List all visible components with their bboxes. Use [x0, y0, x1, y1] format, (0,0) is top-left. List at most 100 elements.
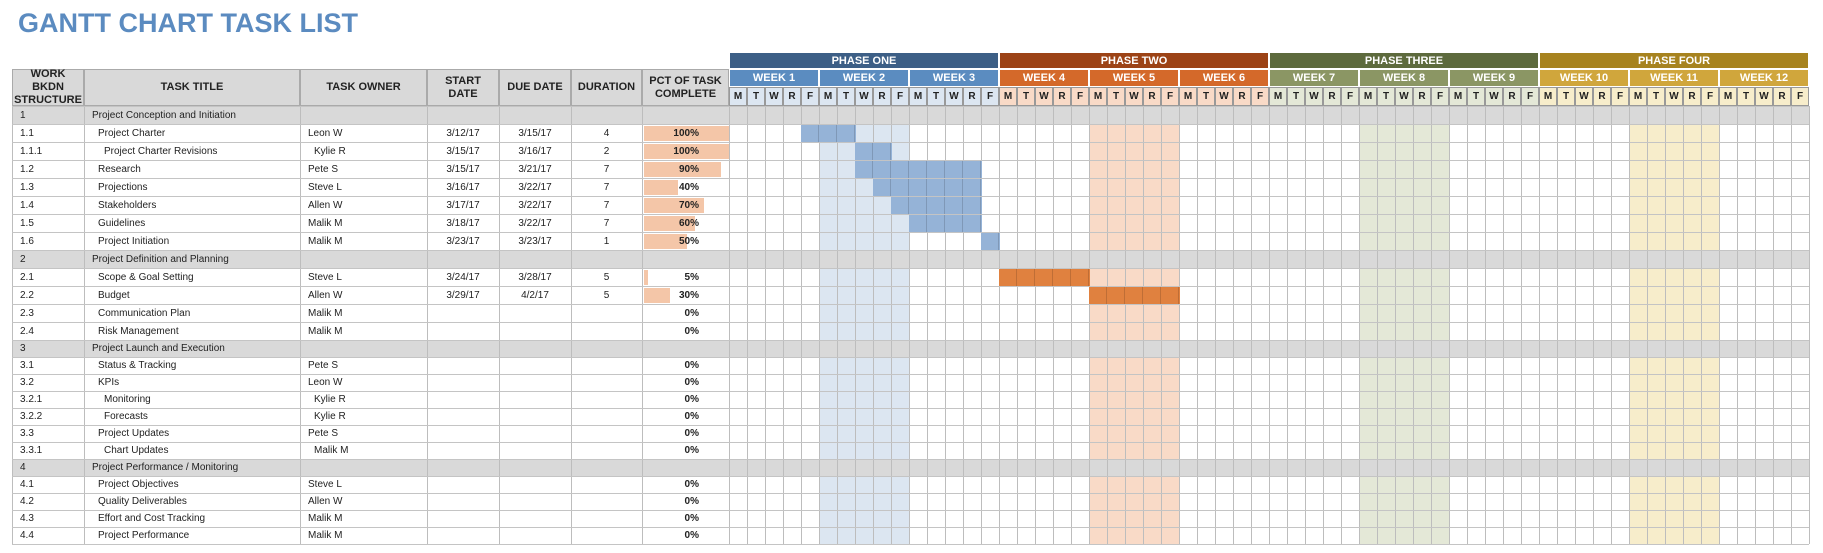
day-line: [1125, 106, 1126, 544]
day-header: W: [1035, 87, 1053, 106]
day-header: R: [1503, 87, 1521, 106]
start-cell: 3/29/17: [446, 289, 480, 301]
day-line: [1395, 106, 1396, 544]
day-header: W: [1755, 87, 1773, 106]
title-cell: Project Conception and Initiation: [92, 109, 236, 121]
day-header: R: [783, 87, 801, 106]
column-header: TASK OWNER: [300, 69, 427, 106]
day-line: [1503, 106, 1504, 544]
row-line: [12, 510, 1809, 511]
day-line: [819, 106, 820, 544]
pct-label: 0%: [684, 307, 699, 319]
wbs-cell: 1.6: [20, 235, 34, 247]
day-header: R: [1773, 87, 1791, 106]
day-line: [1197, 106, 1198, 544]
day-line: [837, 106, 838, 544]
title-cell: Scope & Goal Setting: [98, 271, 194, 283]
day-header: T: [1197, 87, 1215, 106]
day-line: [1377, 106, 1378, 544]
week-header: WEEK 9: [1449, 69, 1539, 87]
pct-bar: [644, 198, 704, 213]
row-line: [12, 425, 1809, 426]
owner-cell: Pete S: [308, 428, 339, 439]
title-cell: Risk Management: [98, 325, 179, 337]
day-line: [1449, 106, 1450, 544]
pct-bar: [644, 162, 721, 177]
title-cell: Stakeholders: [98, 199, 157, 211]
duration-cell: 7: [603, 217, 610, 229]
day-line: [909, 106, 910, 544]
day-line: [1107, 106, 1108, 544]
column-header: DURATION: [571, 69, 642, 106]
day-line: [927, 106, 928, 544]
row-line: [12, 459, 1809, 460]
day-line: [1539, 106, 1540, 544]
row-line: [12, 374, 1809, 375]
day-header: M: [1269, 87, 1287, 106]
pct-bar: [644, 216, 695, 231]
start-cell: 3/18/17: [446, 217, 480, 229]
row-line: [12, 476, 1809, 477]
day-line: [1179, 106, 1180, 544]
start-cell: 3/16/17: [446, 181, 480, 193]
column-line: [300, 106, 301, 544]
day-line: [801, 106, 802, 544]
title-cell: Project Charter Revisions: [104, 145, 218, 157]
day-line: [1431, 106, 1432, 544]
row-line: [12, 340, 1809, 341]
day-header: R: [873, 87, 891, 106]
day-line: [1701, 106, 1702, 544]
day-header: W: [1575, 87, 1593, 106]
pct-label: 0%: [684, 360, 699, 371]
day-line: [783, 106, 784, 544]
day-line: [1071, 106, 1072, 544]
day-line: [1269, 106, 1270, 544]
owner-cell: Leon W: [308, 377, 343, 388]
day-header: F: [1251, 87, 1269, 106]
day-header: W: [1305, 87, 1323, 106]
gantt-bar: [999, 269, 1090, 286]
week-header: WEEK 7: [1269, 69, 1359, 87]
wbs-cell: 2.1: [20, 271, 34, 283]
gantt-bar: [855, 161, 982, 178]
start-cell: 3/17/17: [446, 199, 480, 211]
day-line: [963, 106, 964, 544]
day-line: [945, 106, 946, 544]
day-line: [1035, 106, 1036, 544]
day-header: M: [729, 87, 747, 106]
day-line: [1665, 106, 1666, 544]
title-cell: Project Launch and Execution: [92, 343, 225, 354]
column-line: [84, 106, 85, 544]
day-header: T: [1017, 87, 1035, 106]
pct-bar: [644, 180, 678, 195]
day-header: M: [1089, 87, 1107, 106]
title-cell: Projections: [98, 181, 148, 193]
owner-cell: Malik M: [308, 530, 343, 541]
day-header: T: [747, 87, 765, 106]
due-cell: 3/16/17: [518, 145, 552, 157]
row-line: [12, 106, 1809, 107]
day-line: [1773, 106, 1774, 544]
title-cell: Budget: [98, 289, 130, 301]
day-header: F: [891, 87, 909, 106]
wbs-cell: 2.3: [20, 307, 34, 319]
gantt-bar: [909, 215, 982, 232]
title-cell: Quality Deliverables: [98, 496, 187, 507]
column-header: WORK BKDN STRUCTURE: [12, 68, 84, 106]
day-line: [1215, 106, 1216, 544]
day-header: M: [1629, 87, 1647, 106]
due-cell: 3/23/17: [518, 235, 552, 247]
wbs-cell: 4.1: [20, 479, 34, 490]
wbs-cell: 1.1.1: [20, 145, 43, 157]
wbs-cell: 3.2.2: [20, 411, 43, 422]
duration-cell: 7: [603, 163, 610, 175]
day-header: T: [1647, 87, 1665, 106]
owner-cell: Malik M: [308, 307, 343, 319]
pct-label: 90%: [678, 163, 699, 175]
wbs-cell: 3.3: [20, 428, 34, 439]
day-header: W: [1125, 87, 1143, 106]
day-header: T: [1287, 87, 1305, 106]
owner-cell: Steve L: [308, 181, 342, 193]
week-header: WEEK 8: [1359, 69, 1449, 87]
day-header: R: [1143, 87, 1161, 106]
